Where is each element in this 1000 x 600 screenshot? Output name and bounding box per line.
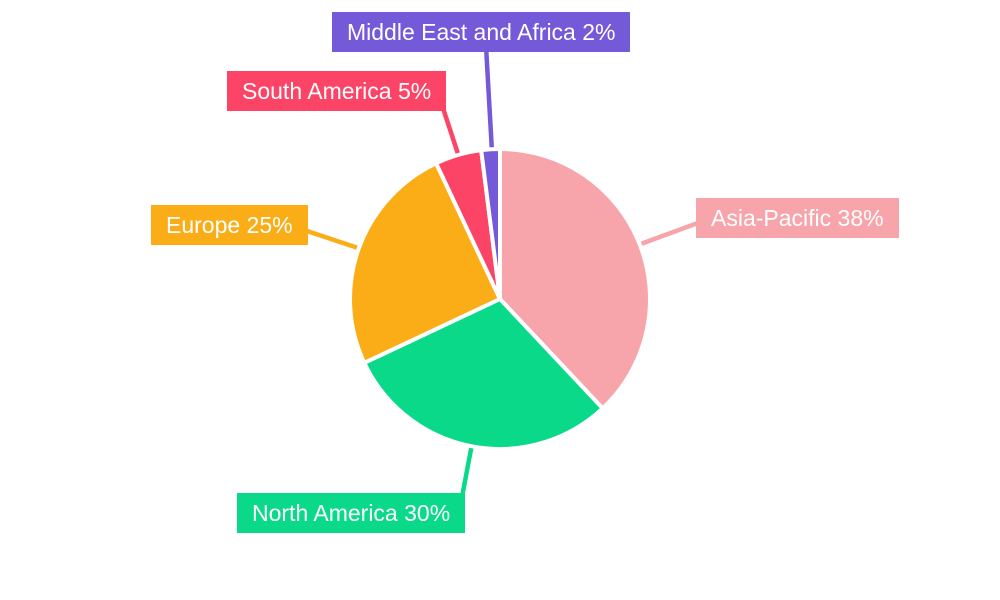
- pie-slice-europe[interactable]: [348, 161, 502, 365]
- leader-line-europe: [297, 225, 362, 252]
- pie-slice-middle-east-and-africa[interactable]: [479, 146, 502, 301]
- leader-line-middle-east-and-africa: [483, 45, 495, 153]
- leader-line-asia-pacific: [637, 217, 707, 248]
- pie-slice-asia-pacific[interactable]: [498, 147, 652, 411]
- callout-middle-east-and-africa: Middle East and Africa 2%: [332, 12, 631, 52]
- callout-south-america: South America 5%: [227, 71, 447, 111]
- callout-asia-pacific: Asia-Pacific 38%: [696, 198, 899, 238]
- callout-north-america: North America 30%: [237, 493, 466, 533]
- callout-europe: Europe 25%: [151, 205, 308, 245]
- leader-line-north-america: [459, 443, 475, 498]
- leader-line-south-america: [438, 101, 462, 158]
